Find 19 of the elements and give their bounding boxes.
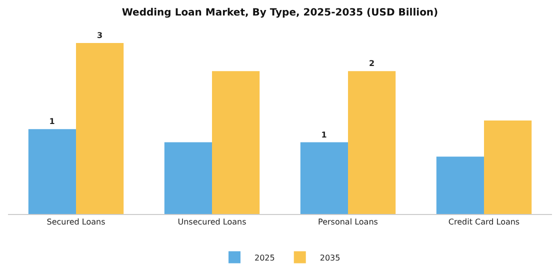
bar: [212, 71, 260, 214]
bar: [484, 120, 532, 214]
x-tick-label: Personal Loans: [318, 218, 378, 227]
data-label: 3: [97, 31, 103, 40]
data-label: 1: [321, 130, 328, 140]
x-tick-label: Unsecured Loans: [178, 218, 246, 227]
bar: [348, 71, 396, 214]
chart-title: Wedding Loan Market, By Type, 2025-2035 (USD Billion): [122, 7, 438, 18]
x-tick-label: Credit Card Loans: [448, 218, 520, 227]
bar: [436, 156, 484, 214]
bar: [28, 129, 76, 214]
data-label: 1: [49, 117, 56, 126]
x-tick-label: Secured Loans: [46, 218, 106, 227]
legend-label: 2035: [320, 253, 340, 262]
data-label: 2: [369, 59, 375, 68]
bar: [300, 142, 348, 214]
legend-label: 2025: [254, 253, 275, 262]
bar: [76, 43, 124, 214]
bar: [164, 142, 212, 214]
